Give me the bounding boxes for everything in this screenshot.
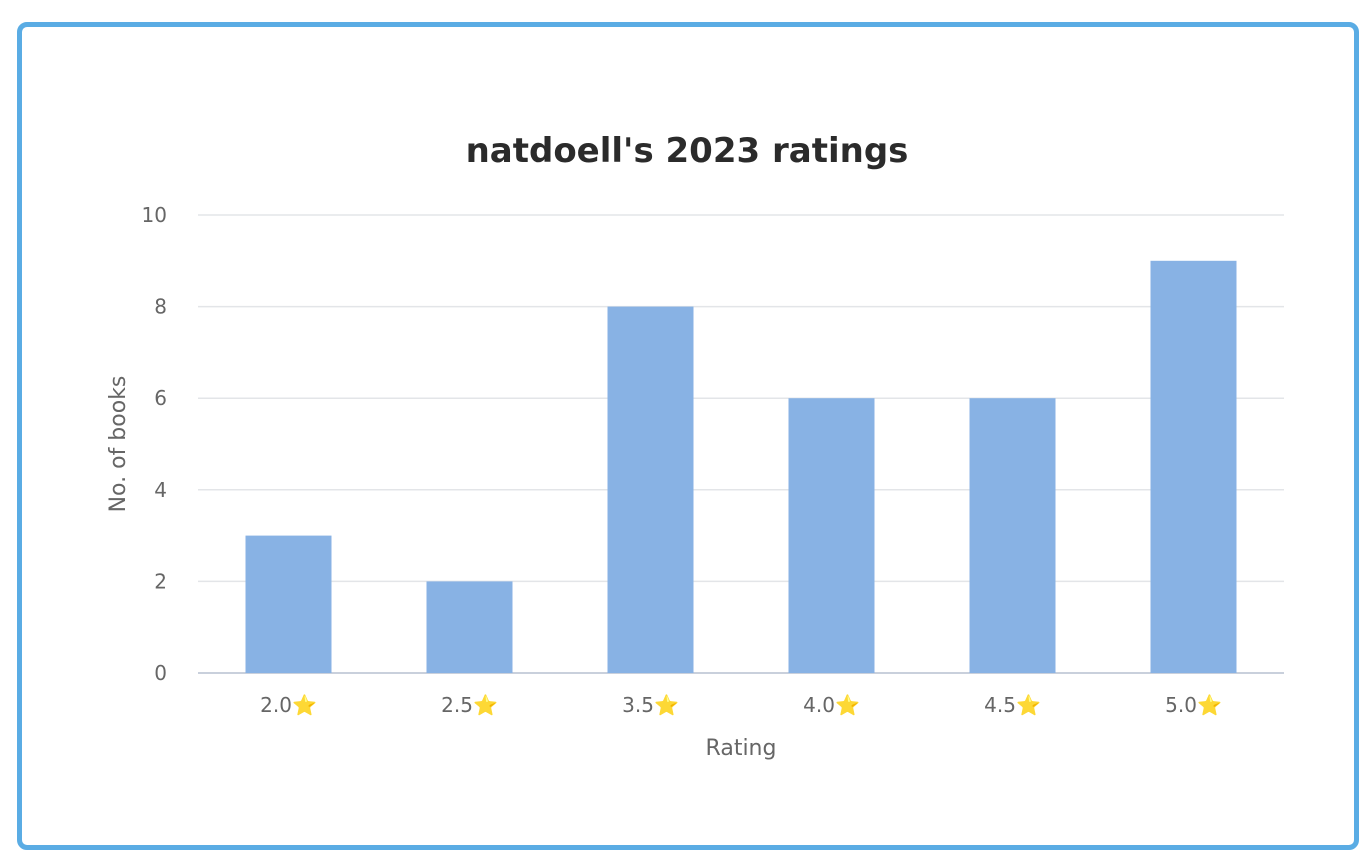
chart-title: natdoell's 2023 ratings — [466, 131, 909, 171]
y-axis-title: No. of books — [106, 376, 131, 513]
gridlines — [198, 214, 1284, 674]
x-tick-label: 5.0⭐ — [1165, 693, 1222, 717]
x-tick-label: 4.5⭐ — [984, 693, 1041, 717]
y-tick-label: 4 — [154, 478, 167, 502]
x-axis-ticks: 2.0⭐ 2.5⭐ 3.5⭐ 4.0⭐ 4.5⭐ 5.0⭐ — [260, 693, 1222, 717]
bar — [788, 398, 875, 673]
bar — [969, 398, 1056, 673]
y-tick-label: 2 — [154, 569, 167, 593]
x-tick-label: 2.5⭐ — [441, 693, 498, 717]
bar — [607, 306, 694, 673]
y-tick-label: 0 — [154, 661, 167, 685]
y-axis-ticks: 0 2 4 6 8 10 — [142, 203, 167, 685]
bars — [245, 260, 1237, 673]
x-tick-label: 2.0⭐ — [260, 693, 317, 717]
bar — [426, 581, 513, 673]
bar — [1150, 260, 1237, 673]
bar — [245, 535, 332, 673]
y-tick-label: 10 — [142, 203, 167, 227]
x-tick-label: 3.5⭐ — [622, 693, 679, 717]
x-tick-label: 4.0⭐ — [803, 693, 860, 717]
x-axis-title: Rating — [706, 736, 777, 761]
y-tick-label: 6 — [154, 386, 167, 410]
y-tick-label: 8 — [154, 295, 167, 319]
